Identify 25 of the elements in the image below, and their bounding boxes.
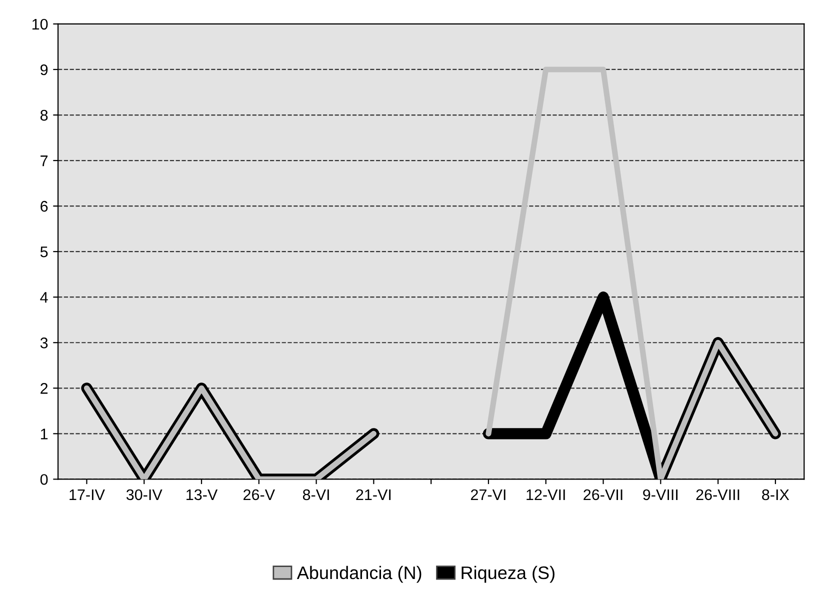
x-tick-label: 26-VIII — [696, 489, 740, 500]
x-tick-label: 8-VI — [302, 489, 329, 500]
y-tick-label: 1 — [40, 428, 48, 440]
x-tick-label: 27-VI — [470, 489, 506, 500]
x-tick-label: 26-V — [244, 489, 275, 500]
y-tick-label: 8 — [40, 110, 48, 121]
x-tick-label: 30-IV — [126, 489, 162, 500]
y-tick-label: 9 — [40, 64, 48, 76]
y-tick-label: 0 — [40, 474, 48, 485]
x-tick-label: 8-IX — [762, 489, 790, 500]
x-tick-label: 9-VIII — [643, 489, 678, 500]
y-tick-label: 3 — [40, 337, 48, 348]
y-tick-label: 7 — [40, 156, 48, 166]
x-tick-label: 12-VII — [526, 489, 565, 500]
x-tick-label: 21-VI — [356, 489, 391, 500]
legend-label: Riqueza (S) — [462, 566, 554, 583]
legend-label: Abundancia (N) — [296, 566, 422, 583]
x-tick-label: 17-IV — [70, 489, 105, 500]
y-tick-label: 10 — [32, 18, 48, 30]
y-tick-label: 5 — [40, 246, 48, 258]
y-tick-label: 2 — [40, 383, 48, 394]
y-tick-label: 4 — [40, 292, 48, 303]
y-tick-label: 6 — [40, 200, 48, 212]
x-tick-label: 26-VII — [584, 489, 622, 500]
x-tick-label: 13-V — [186, 489, 218, 500]
